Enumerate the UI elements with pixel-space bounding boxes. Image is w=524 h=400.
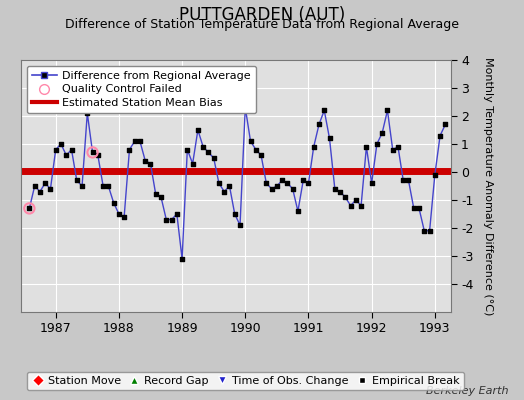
Point [289, 186, 297, 192]
Point [78, 183, 86, 189]
Point [231, 211, 239, 217]
Point [72, 177, 81, 184]
Point [199, 144, 208, 150]
Point [99, 183, 107, 189]
Point [310, 144, 318, 150]
Point [262, 180, 270, 186]
Point [399, 177, 408, 184]
Point [267, 186, 276, 192]
Point [436, 132, 444, 139]
Point [120, 214, 128, 220]
Point [25, 205, 34, 212]
Point [110, 200, 118, 206]
Point [383, 107, 391, 114]
Point [315, 121, 323, 128]
Point [215, 180, 223, 186]
Point [194, 127, 202, 133]
Point [320, 107, 329, 114]
Legend: Station Move, Record Gap, Time of Obs. Change, Empirical Break: Station Move, Record Gap, Time of Obs. C… [27, 372, 464, 390]
Point [299, 177, 308, 184]
Point [30, 183, 39, 189]
Text: Difference of Station Temperature Data from Regional Average: Difference of Station Temperature Data f… [65, 18, 459, 31]
Point [425, 228, 434, 234]
Text: PUTTGARDEN (AUT): PUTTGARDEN (AUT) [179, 6, 345, 24]
Point [94, 152, 102, 158]
Point [331, 186, 339, 192]
Point [36, 188, 44, 195]
Text: Berkeley Earth: Berkeley Earth [426, 386, 508, 396]
Point [388, 146, 397, 153]
Point [210, 155, 218, 161]
Point [51, 146, 60, 153]
Legend: Difference from Regional Average, Quality Control Failed, Estimated Station Mean: Difference from Regional Average, Qualit… [27, 66, 256, 113]
Point [367, 180, 376, 186]
Point [125, 146, 134, 153]
Point [241, 104, 249, 111]
Point [394, 144, 402, 150]
Point [415, 205, 423, 212]
Point [352, 197, 360, 203]
Point [441, 121, 450, 128]
Point [373, 141, 381, 147]
Point [220, 188, 228, 195]
Point [83, 110, 92, 116]
Point [336, 188, 344, 195]
Point [136, 138, 144, 144]
Point [278, 177, 286, 184]
Point [204, 149, 213, 156]
Point [378, 130, 386, 136]
Point [46, 186, 54, 192]
Point [283, 180, 292, 186]
Y-axis label: Monthly Temperature Anomaly Difference (°C): Monthly Temperature Anomaly Difference (… [483, 57, 493, 315]
Point [410, 205, 418, 212]
Point [167, 216, 176, 223]
Point [162, 216, 170, 223]
Point [62, 152, 70, 158]
Point [89, 149, 97, 156]
Point [41, 180, 49, 186]
Point [157, 194, 165, 200]
Point [146, 160, 155, 167]
Point [362, 144, 370, 150]
Point [236, 222, 244, 228]
Point [252, 146, 260, 153]
Point [141, 158, 149, 164]
Point [225, 183, 234, 189]
Point [257, 152, 265, 158]
Point [57, 141, 65, 147]
Point [294, 208, 302, 214]
Point [189, 160, 197, 167]
Point [172, 211, 181, 217]
Point [183, 146, 192, 153]
Point [89, 149, 97, 156]
Point [431, 172, 439, 178]
Point [246, 138, 255, 144]
Point [405, 177, 413, 184]
Point [151, 191, 160, 198]
Point [341, 194, 350, 200]
Point [115, 211, 123, 217]
Point [272, 183, 281, 189]
Point [178, 256, 187, 262]
Point [346, 202, 355, 209]
Point [25, 205, 34, 212]
Point [357, 202, 365, 209]
Point [420, 228, 429, 234]
Point [130, 138, 139, 144]
Point [325, 135, 334, 142]
Point [304, 180, 313, 186]
Point [104, 183, 113, 189]
Point [67, 146, 75, 153]
